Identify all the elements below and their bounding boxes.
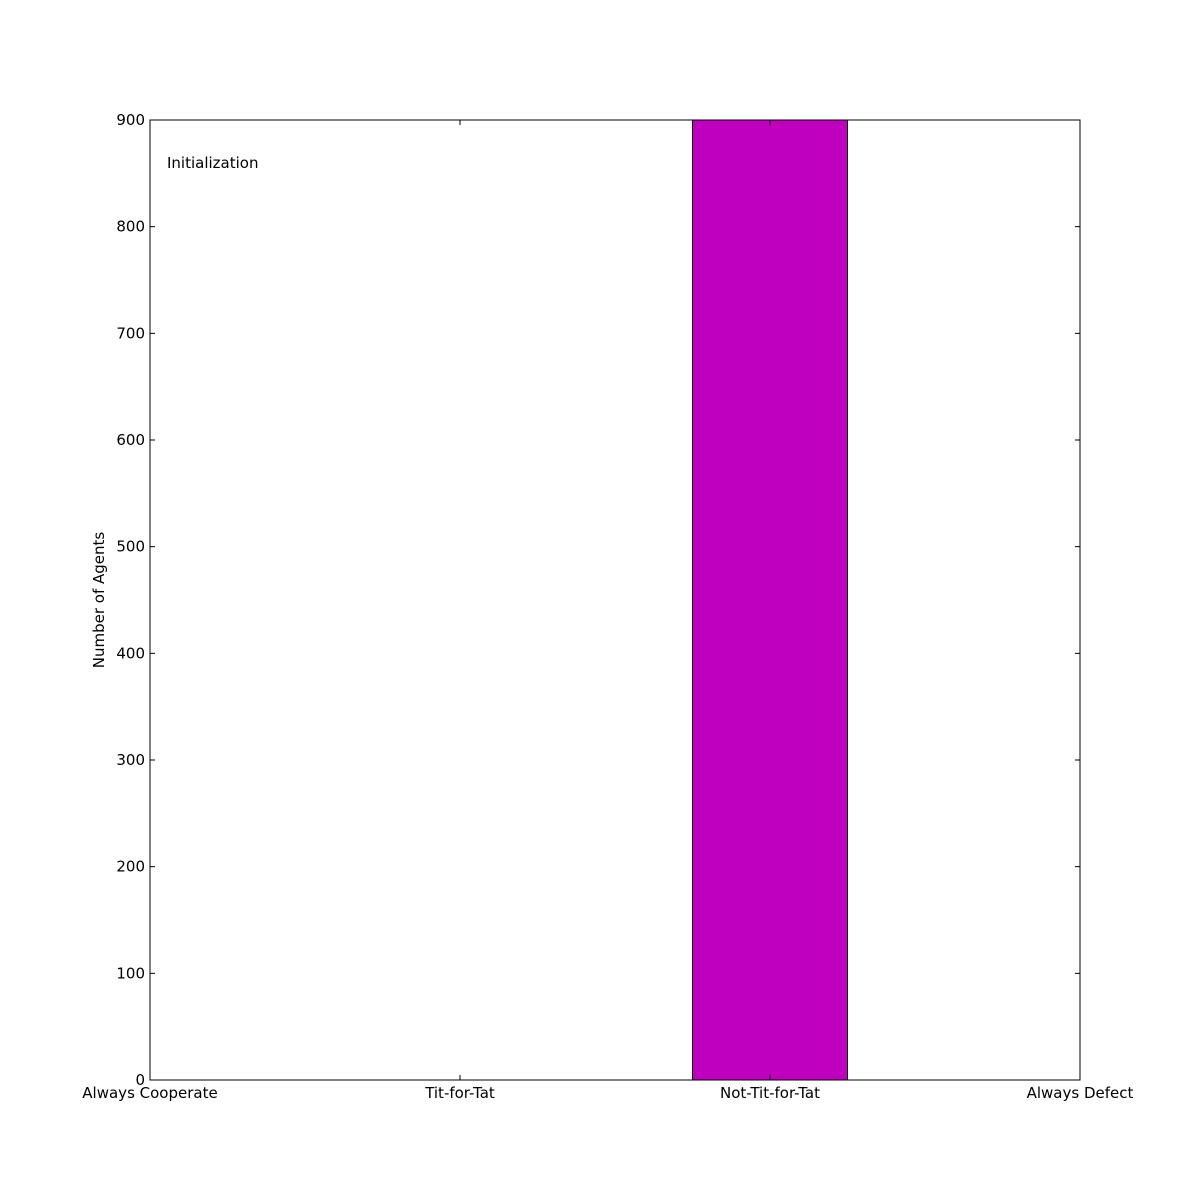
x-tick-label: Not-Tit-for-Tat — [720, 1084, 820, 1102]
y-tick-label: 200 — [116, 858, 145, 876]
y-tick-label: 600 — [116, 431, 145, 449]
annotation-text: Initialization — [167, 154, 258, 172]
plot-frame — [149, 119, 1081, 1081]
bar-not-tit-for-tat — [692, 119, 848, 1081]
y-tick-labels: 0 100 200 300 400 500 600 700 800 900 — [116, 111, 145, 1089]
y-tick-label: 0 — [135, 1071, 145, 1089]
x-tick-label: Tit-for-Tat — [424, 1084, 495, 1102]
y-tick-label: 700 — [116, 324, 145, 342]
ticks-layer — [149, 119, 1081, 1081]
y-tick-label: 900 — [116, 111, 145, 129]
y-axis-label: Number of Agents — [90, 532, 108, 669]
x-tick-labels: Always Cooperate Tit-for-Tat Not-Tit-for-T… — [82, 1084, 1133, 1102]
y-tick-label: 500 — [116, 538, 145, 556]
y-tick-label: 100 — [116, 964, 145, 982]
bars-layer — [692, 119, 848, 1081]
x-tick-label: Always Defect — [1027, 1084, 1134, 1102]
x-tick-label: Always Cooperate — [82, 1084, 217, 1102]
y-tick-label: 800 — [116, 218, 145, 236]
y-tick-label: 400 — [116, 644, 145, 662]
y-tick-label: 300 — [116, 751, 145, 769]
